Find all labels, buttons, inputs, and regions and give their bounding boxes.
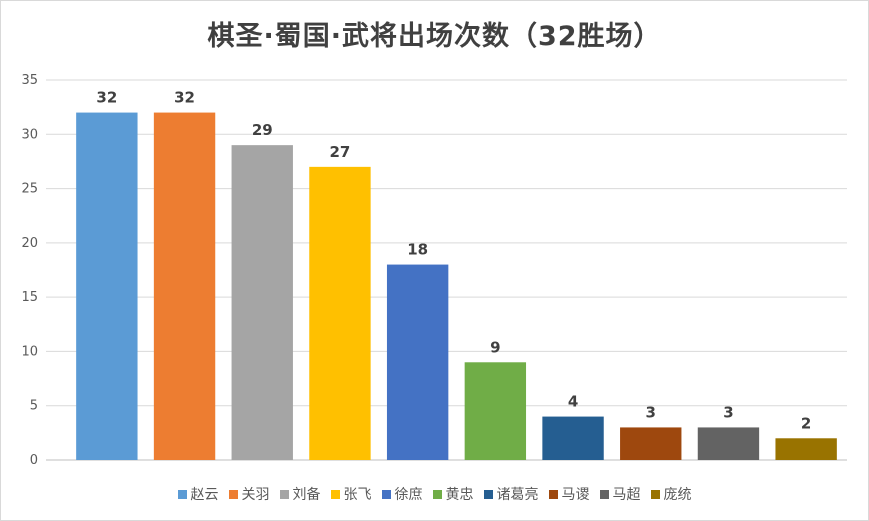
bar	[620, 427, 682, 460]
legend-swatch	[330, 489, 340, 499]
data-label: 29	[252, 121, 273, 139]
legend-label: 马超	[612, 487, 641, 503]
bar	[309, 166, 371, 460]
data-label: 2	[801, 414, 811, 432]
data-label: 18	[407, 241, 428, 259]
legend-entry: 马超	[599, 484, 641, 504]
data-label: 4	[568, 393, 578, 411]
legend-entry: 刘备	[279, 484, 321, 504]
legend-swatch	[228, 489, 238, 499]
data-label: 3	[646, 403, 656, 421]
legend-label: 关羽	[241, 487, 270, 503]
legend-entry: 诸葛亮	[483, 484, 539, 504]
legend-swatch	[381, 489, 391, 499]
legend-label: 赵云	[190, 487, 219, 503]
data-label: 32	[96, 89, 117, 107]
bar	[464, 362, 527, 460]
legend-entry: 庞统	[650, 484, 692, 504]
legend-entry: 徐庶	[381, 484, 423, 504]
legend-label: 庞统	[663, 487, 692, 503]
bar	[231, 145, 293, 460]
legend-entry: 关羽	[228, 484, 270, 504]
legend-swatch	[483, 489, 493, 499]
bar	[775, 438, 837, 460]
y-tick-label: 15	[21, 290, 38, 305]
legend-swatch	[432, 489, 442, 499]
bar	[153, 112, 216, 461]
bar	[76, 112, 138, 461]
legend-entry: 黄忠	[432, 484, 474, 504]
data-label: 9	[490, 338, 500, 356]
bar	[542, 416, 604, 460]
y-tick-label: 35	[21, 73, 38, 88]
legend-entry: 马谡	[548, 484, 590, 504]
y-tick-label: 10	[21, 344, 38, 359]
legend-swatch	[599, 489, 609, 499]
legend-label: 诸葛亮	[496, 487, 539, 503]
legend-label: 徐庶	[394, 487, 423, 503]
legend-swatch	[548, 489, 558, 499]
chart-legend: 赵云 关羽 刘备 张飞 徐庶 黄忠 诸葛亮 马谡 马超 庞统	[0, 484, 869, 504]
y-tick-label: 0	[30, 453, 38, 468]
data-label: 32	[174, 89, 195, 107]
y-tick-label: 20	[21, 236, 38, 251]
data-label: 27	[330, 143, 351, 161]
legend-entry: 张飞	[330, 484, 372, 504]
legend-entry: 赵云	[177, 484, 219, 504]
legend-swatch	[279, 489, 289, 499]
chart-title: 棋圣·蜀国·武将出场次数（32胜场）	[207, 21, 662, 52]
legend-swatch	[650, 489, 660, 499]
bar	[386, 264, 449, 460]
legend-label: 刘备	[292, 487, 321, 503]
y-tick-label: 30	[21, 127, 38, 142]
y-tick-label: 5	[30, 399, 38, 414]
legend-label: 张飞	[343, 487, 372, 503]
legend-label: 黄忠	[445, 487, 474, 503]
legend-swatch	[177, 489, 187, 499]
legend-label: 马谡	[561, 487, 590, 503]
bar	[697, 427, 760, 460]
data-label: 3	[723, 403, 733, 421]
y-tick-label: 25	[21, 182, 38, 197]
